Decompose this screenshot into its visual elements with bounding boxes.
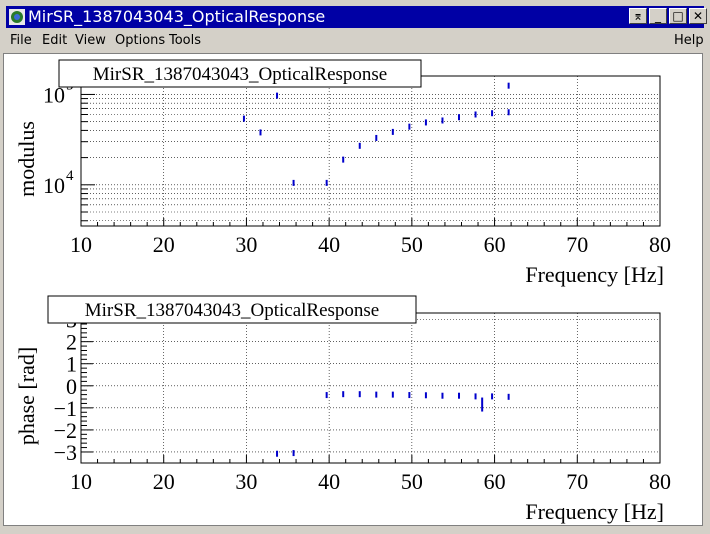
panel2-title: MirSR_1387043043_OpticalResponse bbox=[85, 300, 380, 321]
panel2-x-tick-label: 10 bbox=[70, 469, 92, 494]
panel1-data-point bbox=[491, 110, 494, 117]
menu-tools[interactable]: Tools bbox=[169, 33, 202, 48]
panel2-data-point bbox=[481, 397, 484, 412]
panel2-y-tick-label: −2 bbox=[54, 418, 77, 443]
panel1-data-point bbox=[325, 179, 328, 186]
panel1-data-point bbox=[474, 111, 477, 118]
panel1-title-box bbox=[58, 59, 422, 88]
root-app-icon bbox=[9, 9, 25, 25]
panel2-y-tick-label: 1 bbox=[66, 352, 77, 377]
panel1-data-point bbox=[507, 109, 510, 116]
panel1-x-tick-label: 20 bbox=[153, 232, 175, 257]
panel2-y-tick-label: −1 bbox=[54, 396, 77, 421]
panel1-data-point bbox=[342, 156, 345, 163]
panel2-y-tick-label: 0 bbox=[66, 374, 77, 399]
panel2-data-point bbox=[408, 392, 411, 399]
minimize-button[interactable]: _ bbox=[649, 8, 667, 24]
panel2-y-axis-label: phase [rad] bbox=[14, 347, 39, 445]
panel2-x-tick-label: 40 bbox=[318, 469, 340, 494]
panel2-title-box bbox=[47, 295, 417, 324]
panel2-data-point bbox=[325, 392, 328, 399]
panel2-data-point bbox=[474, 393, 477, 400]
window-titlebar[interactable]: MirSR_1387043043_OpticalResponse ⌆ _ □ ✕ bbox=[0, 0, 710, 32]
panel2-data-point bbox=[358, 391, 361, 398]
maximize-button[interactable]: □ bbox=[669, 8, 687, 24]
panel1-data-point bbox=[375, 134, 378, 141]
panel1-data-point bbox=[441, 117, 444, 124]
panel1-x-tick-label: 30 bbox=[235, 232, 257, 257]
panel1-data-point bbox=[259, 129, 262, 136]
panel2-x-tick-label: 80 bbox=[649, 469, 671, 494]
panel2-x-tick-label: 30 bbox=[235, 469, 257, 494]
menu-file[interactable]: File bbox=[10, 33, 32, 48]
panel1-y-tick-label: 10 bbox=[43, 82, 65, 107]
panel2-x-tick-label: 50 bbox=[401, 469, 423, 494]
pin-button[interactable]: ⌆ bbox=[629, 8, 647, 24]
menu-help[interactable]: Help bbox=[674, 33, 704, 48]
menu-edit[interactable]: Edit bbox=[42, 33, 68, 48]
close-button[interactable]: ✕ bbox=[689, 8, 707, 24]
panel1-frame bbox=[80, 75, 661, 227]
panel1-data-point bbox=[458, 114, 461, 121]
titlebar-background: MirSR_1387043043_OpticalResponse bbox=[6, 6, 704, 28]
panel2-data-point bbox=[491, 393, 494, 400]
panel1-x-tick-label: 60 bbox=[484, 232, 506, 257]
panel2-data-point bbox=[292, 450, 295, 457]
panel2-data-point bbox=[375, 391, 378, 398]
panel2-data-point bbox=[276, 450, 279, 457]
panel1-x-tick-label: 70 bbox=[566, 232, 588, 257]
plots-svg: 1020304050607080104105MirSR_1387043043_O… bbox=[14, 59, 671, 524]
panel1-data-point bbox=[242, 115, 245, 122]
panel2-data-point bbox=[507, 393, 510, 400]
panel1-x-tick-label: 10 bbox=[70, 232, 92, 257]
panel2-frame bbox=[80, 312, 661, 464]
panel2-data-point bbox=[458, 392, 461, 399]
panel1-y-tick-label: 10 bbox=[43, 173, 65, 198]
panel2-y-tick-label: 2 bbox=[66, 330, 77, 355]
window-title: MirSR_1387043043_OpticalResponse bbox=[28, 7, 326, 26]
panel1-x-tick-label: 40 bbox=[318, 232, 340, 257]
panel1-x-axis-label: Frequency [Hz] bbox=[525, 262, 664, 287]
panel2-x-tick-label: 60 bbox=[484, 469, 506, 494]
panel1-y-tick-exponent: 4 bbox=[66, 168, 74, 184]
plot-canvas[interactable]: 1020304050607080104105MirSR_1387043043_O… bbox=[3, 53, 703, 526]
panel1-title: MirSR_1387043043_OpticalResponse bbox=[93, 64, 388, 85]
panel1-x-tick-label: 80 bbox=[649, 232, 671, 257]
panel2-data-point bbox=[342, 391, 345, 398]
panel1-x-tick-label: 50 bbox=[401, 232, 423, 257]
menu-view[interactable]: View bbox=[75, 33, 106, 48]
panel2-data-point bbox=[424, 392, 427, 399]
panel1-data-point bbox=[408, 123, 411, 130]
panel1-y-axis-label: modulus bbox=[14, 121, 39, 197]
panel1-data-point bbox=[358, 142, 361, 149]
menubar: File Edit View Options Tools Help bbox=[0, 30, 710, 52]
panel1-data-point bbox=[391, 128, 394, 135]
panel2-x-tick-label: 70 bbox=[566, 469, 588, 494]
panel1-data-point bbox=[424, 119, 427, 126]
panel2-data-point bbox=[391, 391, 394, 398]
panel1-data-point bbox=[507, 82, 510, 89]
panel1-data-point bbox=[292, 179, 295, 186]
panel2-data-point bbox=[441, 392, 444, 399]
panel2-y-tick-label: −3 bbox=[54, 440, 77, 465]
panel2-x-axis-label: Frequency [Hz] bbox=[525, 499, 664, 524]
panel1-data-point bbox=[276, 92, 279, 99]
menu-options[interactable]: Options bbox=[115, 33, 166, 48]
panel2-x-tick-label: 20 bbox=[153, 469, 175, 494]
